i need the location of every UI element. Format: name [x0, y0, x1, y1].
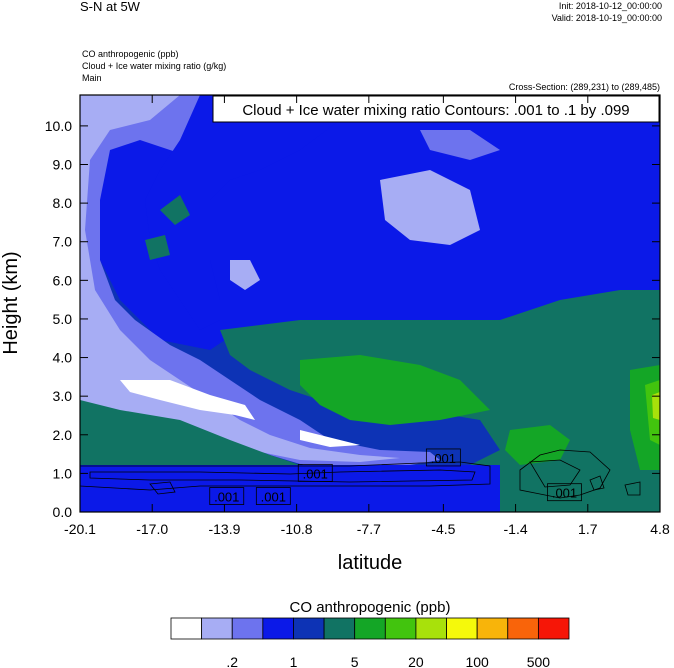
contour-label: .001	[214, 490, 239, 505]
fill-level-green-small	[505, 425, 570, 465]
x-tick-label: -7.7	[357, 521, 381, 537]
contour-line-5	[529, 459, 581, 488]
colorbar: .2 1 5 20 100 500	[170, 617, 570, 668]
x-axis: -20.1 -17.0 -13.9 -10.8 -7.7 -4.5 -1.4 1.7 4.8	[64, 95, 670, 537]
x-tick-label: -17.0	[136, 521, 168, 537]
colorbar-swatch	[293, 617, 325, 640]
x-tick-label: -4.5	[431, 521, 455, 537]
contour-label-box	[297, 463, 333, 482]
y-tick-label: 4.0	[53, 350, 73, 366]
fill-level-blue-upper	[145, 95, 660, 330]
colorbar-title: CO anthropogenic (ppb)	[290, 599, 451, 616]
x-tick-label: -1.4	[504, 521, 528, 537]
colorbar-label: 100	[465, 654, 489, 668]
x-tick-label: -20.1	[64, 521, 96, 537]
y-tick-label: 3.0	[53, 388, 73, 404]
colorbar-swatch	[507, 617, 539, 640]
y-tick-label: 10.0	[45, 118, 72, 134]
x-axis-label: latitude	[338, 552, 403, 574]
contour-line-3	[149, 481, 176, 495]
y-tick-label: 6.0	[53, 272, 73, 288]
contour-line-1	[80, 461, 491, 491]
filled-contours	[80, 95, 660, 512]
y-tick-label: 7.0	[53, 234, 73, 250]
fill-level-light-blue-upper	[380, 170, 480, 245]
y-tick-label: 2.0	[53, 427, 73, 443]
colorbar-label: 5	[351, 654, 359, 668]
plot-frame	[79, 94, 661, 513]
contour-label: .001	[431, 451, 456, 466]
colorbar-swatch	[262, 617, 294, 640]
fill-level-yellow-green	[652, 392, 660, 420]
field-name-co: CO anthropogenic (ppb)	[82, 49, 179, 59]
contour-line-6	[589, 475, 605, 491]
contour-label: .001	[552, 486, 577, 501]
contour-label-box	[547, 483, 582, 502]
fill-level-medium-blue-upper	[420, 130, 500, 160]
y-tick-label: 0.0	[53, 504, 73, 520]
fill-level-green	[300, 355, 490, 425]
fill-level-teal-small-2	[145, 235, 170, 260]
contour-line-7	[624, 481, 641, 496]
colorbar-label: 20	[408, 654, 424, 668]
fill-level-light-blue	[80, 95, 400, 462]
x-tick-label: 4.8	[650, 521, 670, 537]
valid-time: Valid: 2018-10-19_00:00:00	[552, 13, 662, 23]
fill-level-light-blue-small	[230, 260, 260, 290]
fill-level-teal-lower	[80, 400, 300, 465]
contour-label: .001	[261, 490, 286, 505]
contour-info-box	[212, 95, 660, 123]
x-tick-label: -10.8	[281, 521, 313, 537]
plot-title: S-N at 5W	[80, 0, 141, 14]
contour-line-4	[519, 449, 611, 499]
colorbar-swatch	[354, 617, 386, 640]
contour-label-box	[209, 487, 245, 505]
colorbar-swatch	[231, 617, 264, 640]
y-axis-label: Height (km)	[0, 251, 22, 354]
colorbar-swatch	[415, 617, 447, 640]
x-tick-label: 1.7	[578, 521, 598, 537]
y-axis: 0.0 1.0 2.0 3.0 4.0 5.0 6.0 7.0 8.0 9.0 10.0	[45, 118, 660, 520]
colorbar-swatch	[201, 617, 233, 640]
colorbar-swatch	[323, 617, 356, 640]
colorbar-swatch	[384, 617, 417, 640]
contour-info-text: Cloud + Ice water mixing ratio Contours:…	[242, 102, 629, 119]
field-name-cloud: Cloud + Ice water mixing ratio (g/kg)	[82, 61, 226, 71]
contour-label-group: .001 .001 .001 .001 .001	[209, 448, 582, 505]
colorbar-swatch	[446, 617, 478, 640]
fill-level-white	[120, 380, 255, 420]
y-tick-label: 8.0	[53, 195, 73, 211]
colorbar-swatch	[476, 617, 509, 640]
y-tick-label: 1.0	[53, 465, 73, 481]
x-tick-label: -13.9	[208, 521, 240, 537]
contour-line-2	[89, 469, 476, 483]
colorbar-label: 500	[527, 654, 551, 668]
contour-label: .001	[303, 466, 328, 481]
fill-level-white-2	[300, 430, 360, 447]
cloud-contour-lines	[80, 449, 641, 499]
cross-section-label: Cross-Section: (289,231) to (289,485)	[509, 82, 660, 92]
colorbar-label: .2	[226, 654, 238, 668]
y-tick-label: 9.0	[53, 157, 73, 173]
colorbar-label: 1	[290, 654, 298, 668]
contour-label-box	[255, 487, 291, 505]
contour-label-box	[425, 448, 461, 467]
y-tick-label: 5.0	[53, 311, 73, 327]
fill-level-teal-small	[160, 195, 190, 225]
colorbar-swatch	[537, 617, 570, 640]
field-name-main: Main	[82, 73, 102, 83]
init-time: Init: 2018-10-12_00:00:00	[559, 1, 662, 11]
colorbar-swatch	[170, 617, 203, 640]
